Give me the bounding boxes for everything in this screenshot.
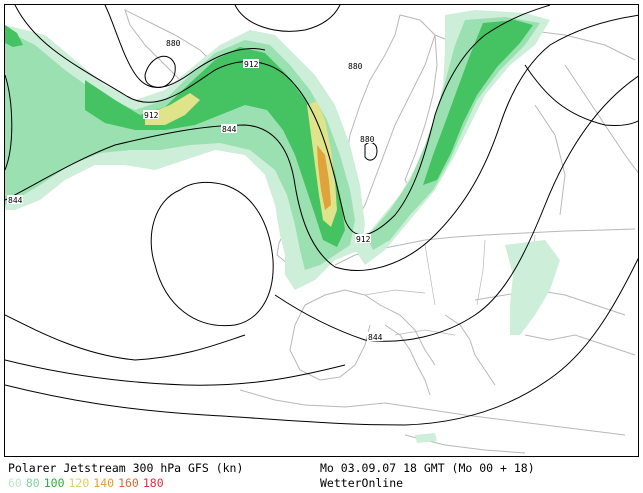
caption-source: WetterOnline: [320, 476, 404, 490]
contour-label-912: 912: [244, 60, 259, 69]
jetstream-shading: [5, 10, 560, 443]
band-100: [85, 47, 345, 247]
band-100c: [5, 25, 23, 47]
contour-label-912: 912: [356, 235, 371, 244]
contour-label-912: 912: [144, 111, 159, 120]
band-100b: [423, 20, 533, 185]
contour-label-844: 844: [222, 125, 237, 134]
scale-value-160: 160: [118, 476, 139, 490]
scale-value-140: 140: [93, 476, 115, 490]
scale-value-180: 180: [142, 476, 164, 490]
speed-color-scale: 60 80 100 120 140 160 180: [8, 476, 168, 491]
weather-map: 880 912 912 880 880 844 844 912 844: [4, 4, 639, 457]
contour-labels: 880 912 912 880 880 844 844 912 844: [7, 38, 383, 342]
map-caption: Polarer Jetstream 300 hPa GFS (kn) Mo 03…: [8, 461, 638, 491]
jetstream-map-canvas: 880 912 912 880 880 844 844 912 844: [5, 5, 638, 454]
contour-label-880: 880: [166, 39, 181, 48]
geopotential-contours: [5, 5, 638, 426]
scale-value-80: 80: [25, 476, 40, 490]
band-140: [317, 145, 331, 210]
contour-label-880: 880: [360, 135, 375, 144]
scale-value-60: 60: [8, 476, 22, 490]
caption-title: Polarer Jetstream 300 hPa GFS (kn): [8, 461, 244, 475]
scale-value-120: 120: [68, 476, 90, 490]
caption-datetime: Mo 03.09.07 18 GMT (Mo 00 + 18): [320, 461, 535, 475]
contour-label-844: 844: [8, 196, 23, 205]
band-60c: [505, 240, 560, 335]
scale-value-100: 100: [43, 476, 65, 490]
contour-label-880: 880: [348, 62, 363, 71]
band-60e: [415, 433, 437, 443]
contour-label-844: 844: [368, 333, 383, 342]
